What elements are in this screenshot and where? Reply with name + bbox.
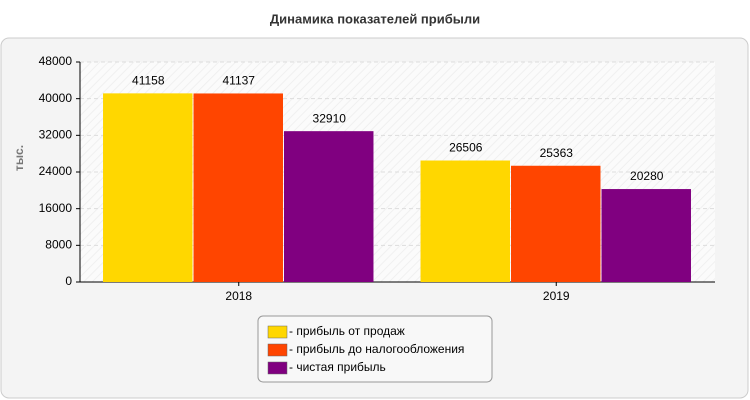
bar [420,160,511,282]
bar [601,189,691,282]
value-label: 41137 [223,74,256,88]
bar [511,165,601,282]
value-label: 41158 [132,74,165,88]
bar [103,93,193,283]
legend-swatch [267,361,288,375]
value-label: 26506 [449,141,483,155]
x-tick-label: 2018 [225,289,252,303]
y-tick-label: 16000 [39,201,73,215]
value-label: 20280 [630,169,664,183]
legend-label: - прибыль до налогообложения [289,342,464,356]
x-tick-label: 2019 [543,289,570,303]
value-label: 32910 [313,111,347,125]
y-tick-label: 8000 [45,238,72,252]
chart-title: Динамика показателей прибыли [270,11,480,26]
y-tick-label: 40000 [39,91,73,105]
y-axis-label: тыс. [12,145,26,171]
legend-swatch [267,325,288,339]
legend-label: - прибыль от продаж [289,324,405,338]
y-tick-label: 0 [65,274,72,288]
bar [193,93,283,282]
y-tick-label: 24000 [39,164,73,178]
value-label: 25363 [540,146,574,160]
y-tick-label: 48000 [39,54,73,68]
bar [283,131,374,282]
legend [257,315,493,383]
legend-label: - чистая прибыль [289,360,386,374]
y-tick-label: 32000 [39,128,73,142]
legend-swatch [267,343,288,357]
